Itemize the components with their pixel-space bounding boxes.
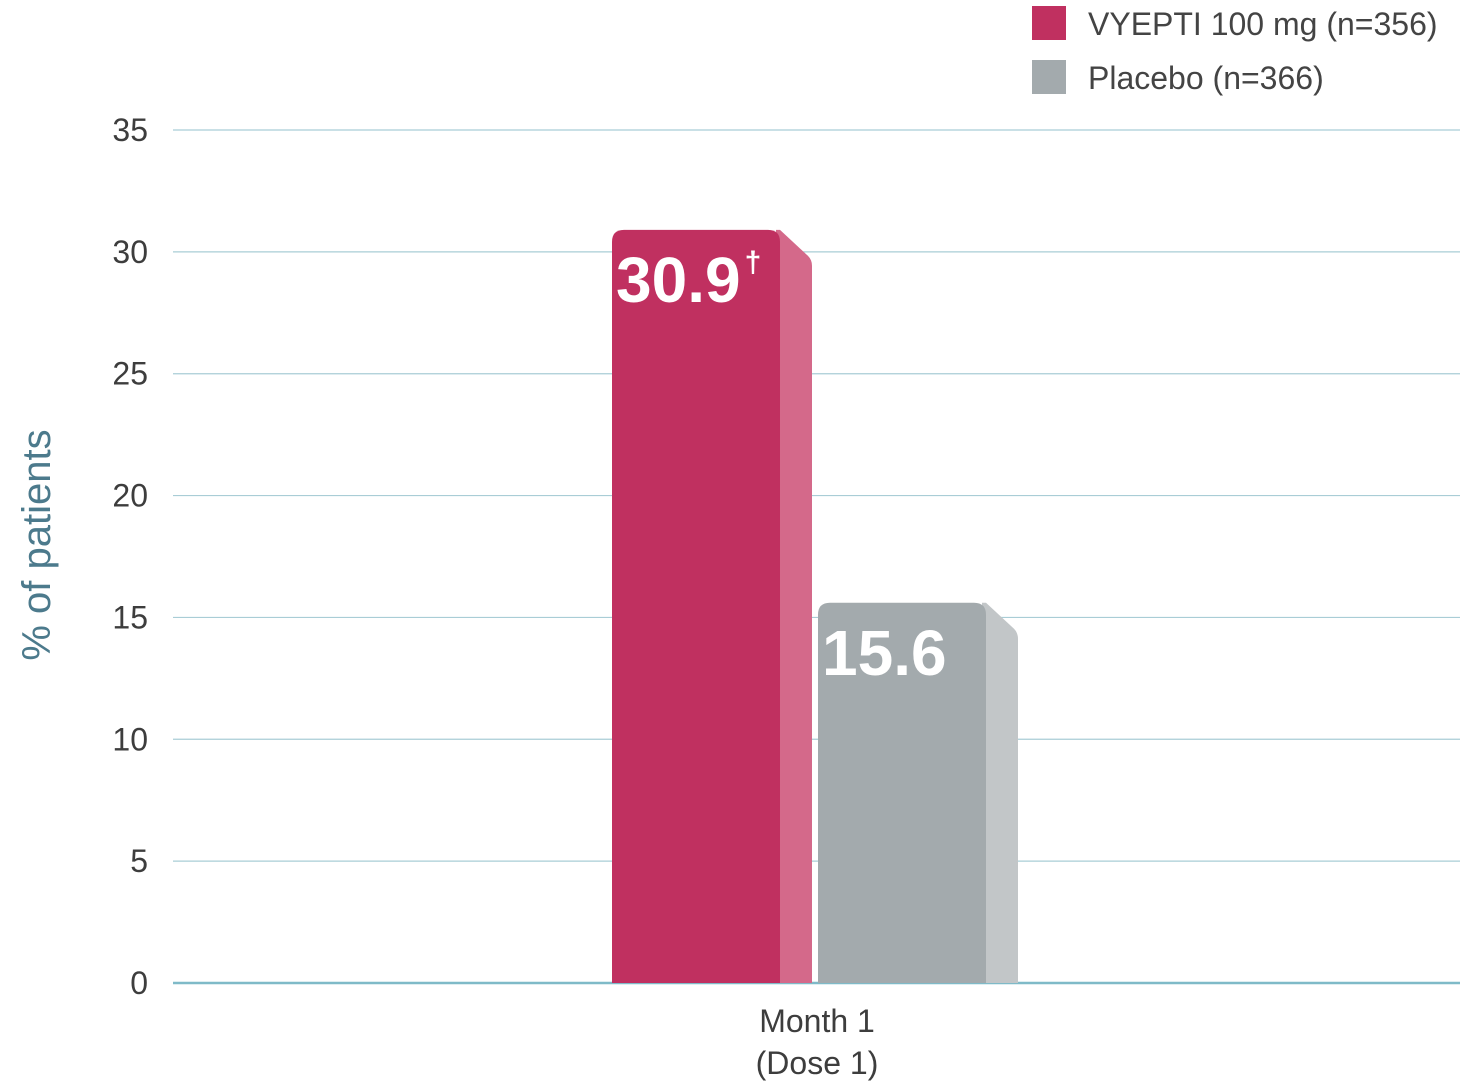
bar-front [612, 229, 780, 983]
y-tick-label: 10 [112, 721, 148, 757]
y-tick-label: 15 [112, 599, 148, 635]
y-tick-label: 25 [112, 356, 148, 392]
bar-value-label: 30.9 † [616, 244, 761, 316]
bar-1: 30.9 † [612, 229, 812, 983]
legend-swatch [1032, 60, 1066, 94]
x-axis-categories: Month 1 (Dose 1) [756, 1003, 879, 1081]
y-tick-label: 5 [130, 843, 148, 879]
y-tick-label: 35 [112, 112, 148, 148]
y-axis-label: % of patients [15, 429, 59, 660]
x-category-label: (Dose 1) [756, 1045, 879, 1081]
grid [173, 129, 1460, 985]
bar-side [776, 229, 812, 983]
bar-2: 15.6 [818, 602, 1018, 983]
x-category-label: Month 1 [759, 1003, 875, 1039]
y-axis-ticks: 0 5 10 15 20 25 30 35 [112, 112, 148, 1001]
bar-front [818, 602, 986, 983]
legend-label: VYEPTI 100 mg (n=356) [1088, 6, 1438, 42]
y-tick-label: 20 [112, 478, 148, 514]
y-tick-label: 30 [112, 234, 148, 270]
y-tick-label: 0 [130, 965, 148, 1001]
bars: 30.9 † 15.6 [612, 229, 1018, 983]
legend-label: Placebo (n=366) [1088, 60, 1324, 96]
legend: VYEPTI 100 mg (n=356) Placebo (n=366) [1032, 6, 1438, 96]
bar-side [982, 602, 1018, 983]
legend-swatch [1032, 6, 1066, 40]
bar-value-label: 15.6 [822, 617, 947, 689]
